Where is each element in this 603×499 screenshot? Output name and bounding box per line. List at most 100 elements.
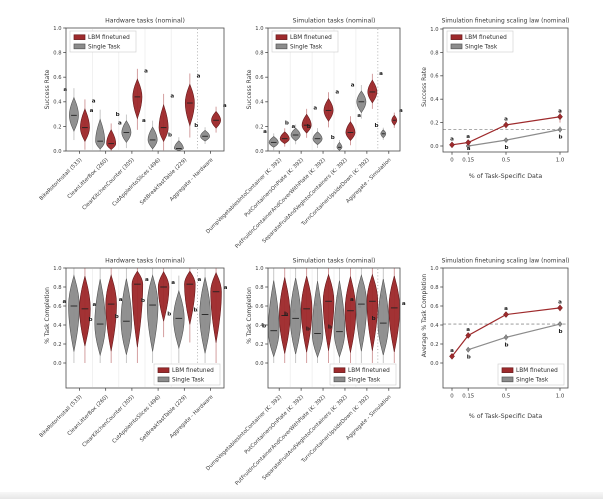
- significance-letter: a: [467, 146, 471, 152]
- significance-letter: b: [115, 314, 119, 320]
- lbm-marker: [503, 311, 509, 318]
- legend-label: Single Task: [172, 377, 205, 383]
- y-tick-label: 0.6: [255, 75, 263, 81]
- single-marker: [557, 321, 563, 327]
- y-tick-label: 0.2: [53, 342, 61, 348]
- y-tick-label: 0.6: [53, 75, 61, 81]
- significance-letter: a: [351, 82, 355, 88]
- legend-swatch-single: [333, 376, 346, 383]
- single-violin: [312, 131, 323, 145]
- axes-frame: [65, 27, 225, 152]
- single-violin: [290, 127, 301, 142]
- y-tick-label: 0.6: [430, 74, 438, 80]
- single-violin: [268, 280, 280, 358]
- x-axis-label: % of Task-Specific Data: [469, 413, 543, 420]
- lbm-violin: [388, 275, 400, 353]
- y-axis-label: Success Rate: [421, 67, 428, 107]
- y-axis-label: Average % Task Completion: [421, 274, 428, 358]
- single-violin: [173, 289, 185, 350]
- significance-letter: b: [558, 135, 562, 141]
- y-tick-label: 1.0: [430, 266, 438, 272]
- lbm-violin: [157, 271, 170, 322]
- single-marker: [557, 126, 563, 133]
- single-marker: [503, 137, 509, 144]
- single-marker: [465, 143, 471, 149]
- significance-letter: a: [93, 302, 97, 308]
- x-category-label: SeparateFruitAndVegIntoContainers (K: 39…: [261, 157, 348, 244]
- legend-box: [497, 363, 565, 386]
- lbm-violin: [279, 131, 290, 144]
- significance-letter: a: [504, 306, 508, 312]
- y-tick-label: 1.0: [255, 266, 263, 272]
- lbm-marker: [449, 352, 455, 360]
- legend-label: Single Task: [290, 44, 323, 50]
- axes-frame: [442, 27, 569, 153]
- y-tick-label: 0.4: [53, 323, 62, 329]
- x-tick-label: 0.5: [502, 394, 511, 400]
- significance-letter: b: [285, 120, 289, 126]
- chart-title: Simulation tasks (nominal): [293, 18, 376, 25]
- significance-letter: b: [193, 308, 197, 314]
- legend-box: [329, 363, 397, 386]
- significance-letter: a: [402, 301, 406, 307]
- single-violin: [268, 136, 279, 148]
- single-violin: [146, 274, 159, 352]
- significance-letter: a: [379, 71, 383, 77]
- significance-letter: b: [141, 298, 145, 304]
- y-tick-label: 0.2: [255, 124, 263, 130]
- x-tick-label: 0: [450, 158, 454, 164]
- significance-letter: b: [375, 123, 379, 129]
- x-category-label: BikeRotorInstall (533): [39, 394, 84, 439]
- y-tick-label: 0.2: [430, 121, 438, 127]
- single-violin: [200, 129, 210, 142]
- legend-label: Single Task: [465, 44, 498, 50]
- lbm-violin: [132, 78, 143, 120]
- significance-letter: b: [116, 112, 120, 118]
- single-violin: [95, 118, 106, 150]
- y-tick-label: 0.8: [53, 51, 61, 57]
- page-bottom-border: [0, 492, 603, 499]
- hardware-task-completion-chart: a a b a b a b a b a b a 0.0 0.2 0.4 0.6 0.8 1.0 Hardware t…: [39, 258, 228, 449]
- x-category-label: Aggregate - Hardware: [169, 394, 215, 440]
- significance-letter: b: [331, 135, 335, 141]
- y-axis-label: % Task Completion: [44, 287, 51, 344]
- single-violin: [147, 126, 158, 150]
- legend-swatch-lbm: [157, 367, 170, 373]
- y-tick-label: 0.8: [430, 285, 438, 291]
- y-axis-label: Success Rate: [44, 69, 51, 109]
- y-tick-label: 0.8: [53, 285, 61, 291]
- single-violin: [377, 278, 389, 356]
- single-violin: [173, 140, 184, 151]
- significance-letter: b: [328, 325, 332, 331]
- significance-letter: b: [504, 342, 508, 348]
- lbm-violin: [366, 273, 379, 351]
- lbm-violin: [106, 129, 117, 150]
- significance-letter: a: [466, 327, 470, 333]
- single-violin: [311, 281, 324, 359]
- single-violin: [69, 96, 79, 132]
- y-tick-label: 1.0: [430, 27, 438, 33]
- legend-label: LBM finetuned: [516, 368, 558, 374]
- significance-letter: a: [63, 299, 67, 305]
- legend-swatch-lbm: [73, 34, 86, 40]
- x-category-label: DumpVegetablesIntoContainer (K: 392): [205, 157, 283, 235]
- y-tick-label: 0.4: [255, 100, 264, 106]
- y-tick-label: 0.6: [255, 304, 263, 310]
- lbm-marker: [449, 141, 455, 149]
- lbm-violin: [158, 103, 169, 143]
- significance-letter: a: [142, 118, 146, 124]
- lbm-violin: [300, 276, 313, 353]
- legend-box: [271, 30, 339, 53]
- legend-label: LBM finetuned: [465, 35, 507, 41]
- x-category-label: Aggregate - Simulation: [345, 157, 392, 204]
- lbm-violin: [301, 113, 312, 134]
- x-category-label: Aggregate - Hardware: [169, 157, 215, 203]
- lbm-violin: [323, 98, 334, 122]
- significance-letter: b: [372, 316, 376, 322]
- y-tick-label: 1.0: [53, 266, 61, 272]
- legend-label: Single Task: [348, 377, 381, 383]
- significance-letter: b: [307, 124, 311, 130]
